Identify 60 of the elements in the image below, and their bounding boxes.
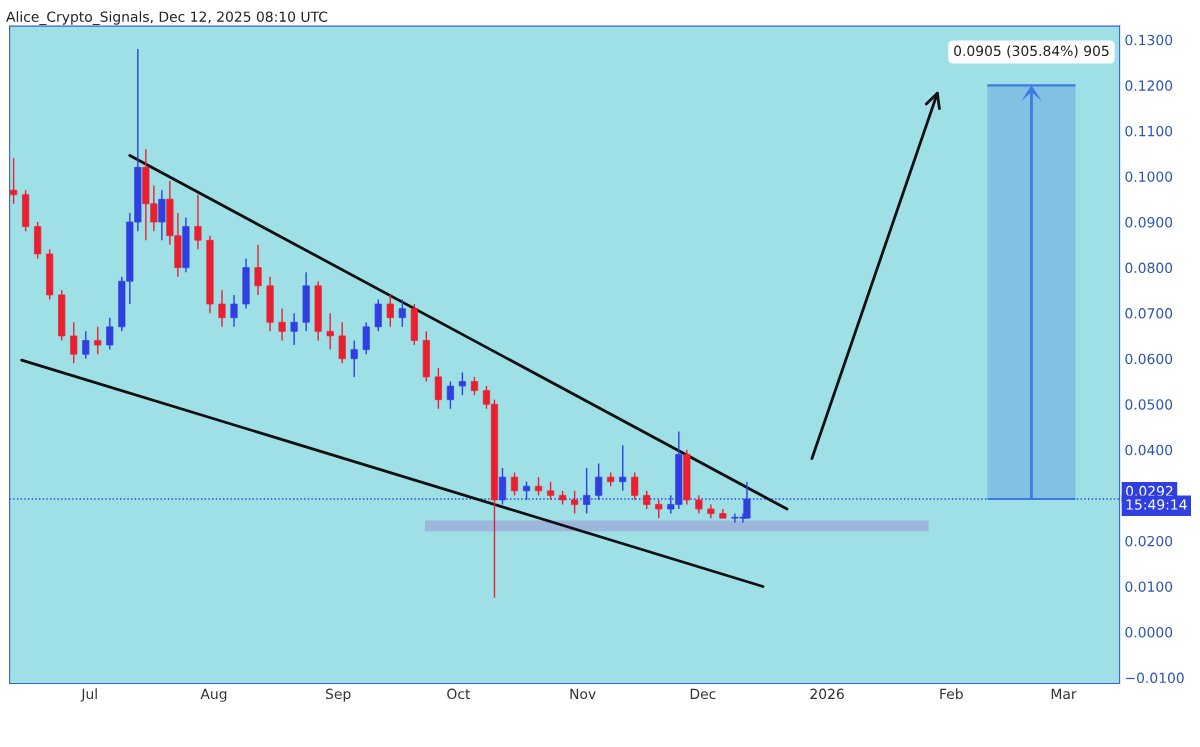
x-tick-label: Jul (80, 688, 97, 702)
y-tick-label: 0.0000 (1125, 627, 1173, 638)
candlestick (655, 499, 663, 519)
x-tick-label: 2026 (810, 688, 844, 700)
candlestick (290, 312, 298, 346)
y-tick-label: 0.1100 (1125, 125, 1173, 137)
x-tick-label: Sep (326, 688, 351, 702)
y-tick-label: 0.1000 (1125, 171, 1173, 182)
y-tick-label: 0.0600 (1125, 353, 1173, 365)
candlestick (158, 189, 166, 241)
text: 15:49:14 (1126, 499, 1187, 510)
candlestick (70, 321, 78, 364)
y-tick-label: 0.0900 (1125, 217, 1173, 228)
candlestick (362, 321, 370, 355)
x-tick-label: Aug (200, 688, 227, 702)
y-tick-label: 0.0200 (1125, 535, 1173, 547)
candlestick (398, 298, 406, 328)
candlestick (731, 512, 739, 524)
candlestick (458, 371, 466, 396)
candlestick (230, 294, 238, 328)
candlestick (106, 317, 114, 351)
candlestick (278, 307, 286, 342)
x-tick-label: Dec (690, 688, 716, 700)
ref-line-label: 0.0292 (1126, 485, 1173, 497)
candlestick (94, 326, 102, 355)
candlestick (434, 367, 442, 410)
candlestick (10, 157, 18, 205)
candlestick (386, 294, 394, 328)
candlestick (571, 490, 579, 515)
candlestick (695, 494, 703, 515)
candlestick (643, 490, 651, 510)
candlestick (631, 471, 639, 501)
text: Alice_Crypto_Signals, Dec 12, 2025 08:10 UTC (6, 11, 328, 26)
candlestick (82, 330, 90, 360)
y-tick-label: 0.1200 (1125, 80, 1173, 91)
candlestick (510, 471, 519, 497)
candlestick (350, 339, 358, 378)
y-tick-label: 0.0700 (1125, 308, 1173, 319)
candlestick (218, 289, 226, 328)
candlestick (619, 444, 627, 492)
candlestick (254, 244, 262, 296)
y-tick-label: 0.0500 (1125, 399, 1173, 410)
y-tick-label: 0.0100 (1125, 581, 1173, 592)
x-tick-label: Oct (447, 688, 471, 700)
candlestick (535, 476, 543, 497)
candlestick (338, 321, 346, 364)
candlestick (470, 376, 478, 396)
y-tick-label: 0.0400 (1125, 444, 1173, 456)
candlestick (374, 298, 382, 333)
candlestick (326, 312, 334, 351)
candlestick (446, 380, 454, 410)
x-tick-label: Nov (570, 688, 596, 700)
y-tick-label: 0.1300 (1125, 34, 1173, 46)
y-tick-label: −0.0100 (1125, 672, 1184, 684)
annotation: 0.0905 (305.84%) 905 (954, 45, 1109, 58)
x-tick-label: Feb (940, 688, 963, 700)
y-tick-label: 0.0800 (1125, 262, 1173, 274)
x-tick-label: Mar (1051, 688, 1077, 700)
candlestick (547, 481, 555, 501)
candlestick (194, 194, 202, 251)
